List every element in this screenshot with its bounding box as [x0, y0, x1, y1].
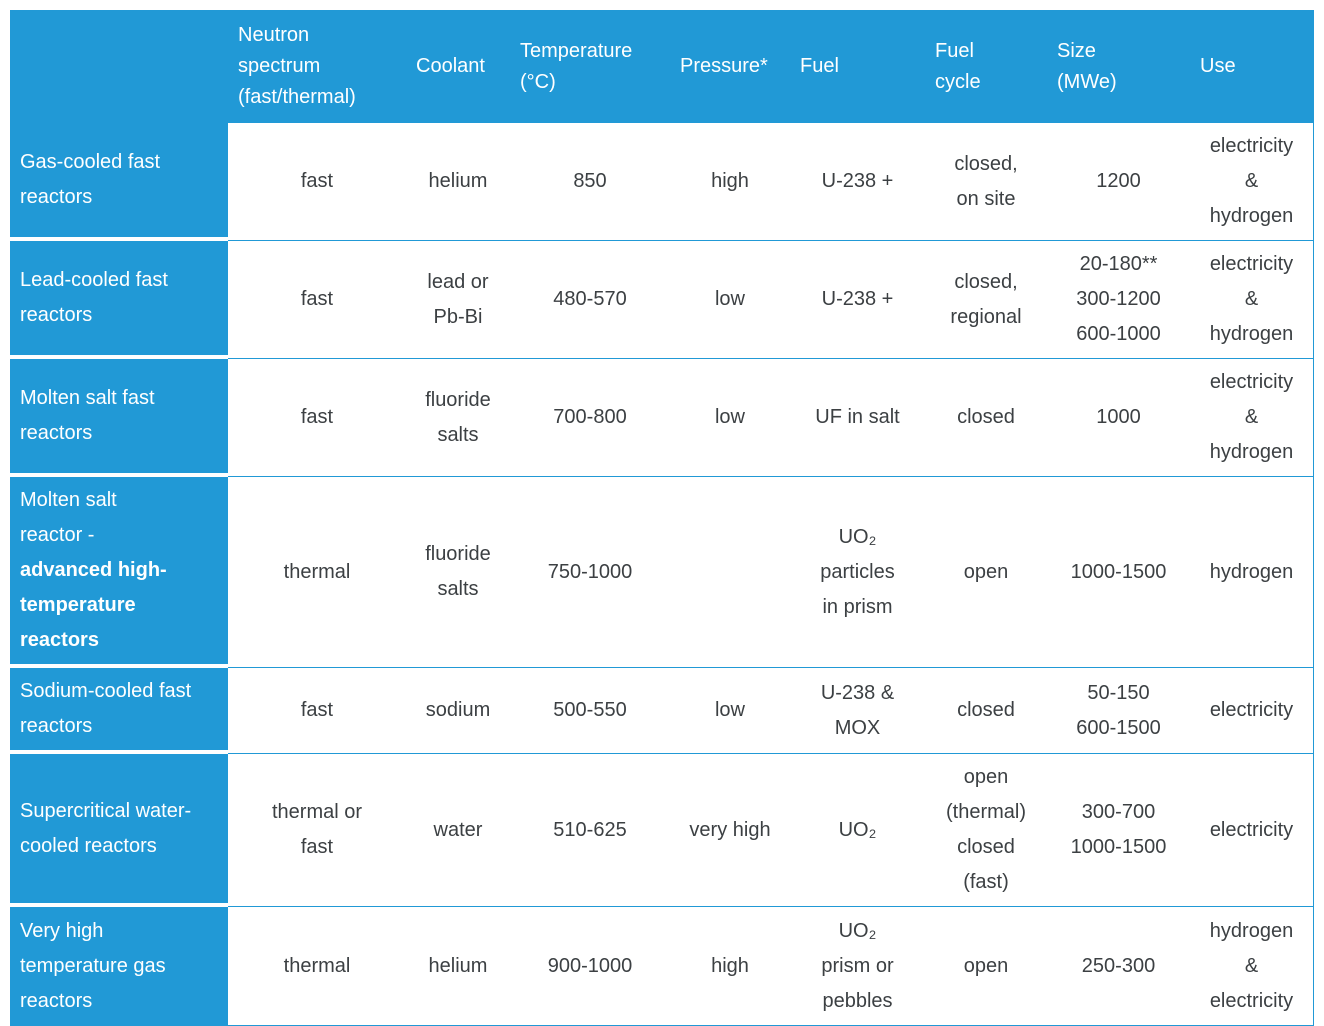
col-header-fuel-cycle: Fuel cycle	[925, 10, 1047, 123]
cell-fuel-cycle: open (thermal) closed (fast)	[925, 754, 1047, 907]
cell-pressure: low	[670, 359, 790, 477]
cell-coolant: helium	[406, 907, 510, 1026]
cell-fuel: U-238 & MOX	[790, 668, 925, 754]
cell-fuel: UO₂ prism or pebbles	[790, 907, 925, 1026]
cell-coolant: water	[406, 754, 510, 907]
cell-use: electricity & hydrogen	[1190, 241, 1314, 359]
cell-fuel: U-238 +	[790, 123, 925, 241]
cell-pressure: low	[670, 241, 790, 359]
col-header-temperature: Temperature (°C)	[510, 10, 670, 123]
row-header: Molten salt reactor - advanced high-temp…	[10, 477, 228, 668]
cell-size: 20-180** 300-1200 600-1000	[1047, 241, 1190, 359]
cell-pressure: high	[670, 907, 790, 1026]
cell-coolant: sodium	[406, 668, 510, 754]
cell-fuel-cycle: open	[925, 477, 1047, 668]
corner-cell	[10, 10, 228, 123]
col-header-coolant: Coolant	[406, 10, 510, 123]
row-header-label: Molten salt reactor -	[20, 489, 117, 546]
header-row: Neutron spectrum (fast/thermal) Coolant …	[10, 10, 1314, 123]
cell-use: hydrogen & electricity	[1190, 907, 1314, 1026]
cell-temperature: 700-800	[510, 359, 670, 477]
table-row: Sodium-cooled fast reactors fast sodium …	[10, 668, 1314, 754]
reactor-comparison-table: Neutron spectrum (fast/thermal) Coolant …	[10, 10, 1314, 1026]
cell-neutron-spectrum: thermal or fast	[228, 754, 406, 907]
row-header-label: Molten salt fast reactors	[20, 387, 155, 444]
row-header: Supercritical water-cooled reactors	[10, 754, 228, 907]
table-row: Gas-cooled fast reactors fast helium 850…	[10, 123, 1314, 241]
cell-neutron-spectrum: fast	[228, 359, 406, 477]
row-header-label-bold: advanced high-temperature reactors	[20, 559, 167, 651]
table-row: Supercritical water-cooled reactors ther…	[10, 754, 1314, 907]
table-row: Very high temperature gas reactors therm…	[10, 907, 1314, 1026]
cell-use: electricity	[1190, 754, 1314, 907]
cell-temperature: 480-570	[510, 241, 670, 359]
row-header-label: Gas-cooled fast reactors	[20, 151, 161, 208]
cell-size: 1000-1500	[1047, 477, 1190, 668]
cell-coolant: helium	[406, 123, 510, 241]
cell-temperature: 500-550	[510, 668, 670, 754]
cell-fuel-cycle: closed	[925, 359, 1047, 477]
table-header: Neutron spectrum (fast/thermal) Coolant …	[10, 10, 1314, 123]
cell-use: electricity & hydrogen	[1190, 123, 1314, 241]
cell-use: hydrogen	[1190, 477, 1314, 668]
cell-size: 50-150 600-1500	[1047, 668, 1190, 754]
cell-fuel: UO₂	[790, 754, 925, 907]
cell-size: 300-700 1000-1500	[1047, 754, 1190, 907]
row-header: Lead-cooled fast reactors	[10, 241, 228, 359]
cell-fuel-cycle: open	[925, 907, 1047, 1026]
row-header-label: Sodium-cooled fast reactors	[20, 680, 192, 737]
col-header-size: Size (MWe)	[1047, 10, 1190, 123]
row-header: Molten salt fast reactors	[10, 359, 228, 477]
cell-temperature: 900-1000	[510, 907, 670, 1026]
cell-pressure	[670, 477, 790, 668]
table-body: Gas-cooled fast reactors fast helium 850…	[10, 123, 1314, 1026]
row-header-label: Very high temperature gas reactors	[20, 920, 166, 1012]
cell-neutron-spectrum: fast	[228, 123, 406, 241]
cell-coolant: fluoride salts	[406, 477, 510, 668]
cell-neutron-spectrum: thermal	[228, 907, 406, 1026]
col-header-neutron-spectrum: Neutron spectrum (fast/thermal)	[228, 10, 406, 123]
cell-pressure: very high	[670, 754, 790, 907]
row-header-label: Lead-cooled fast reactors	[20, 269, 168, 326]
cell-pressure: high	[670, 123, 790, 241]
table-row: Molten salt fast reactors fast fluoride …	[10, 359, 1314, 477]
row-header: Sodium-cooled fast reactors	[10, 668, 228, 754]
col-header-fuel: Fuel	[790, 10, 925, 123]
cell-fuel: UO₂ particles in prism	[790, 477, 925, 668]
cell-coolant: fluoride salts	[406, 359, 510, 477]
cell-use: electricity & hydrogen	[1190, 359, 1314, 477]
cell-neutron-spectrum: fast	[228, 241, 406, 359]
cell-fuel: UF in salt	[790, 359, 925, 477]
cell-neutron-spectrum: thermal	[228, 477, 406, 668]
cell-neutron-spectrum: fast	[228, 668, 406, 754]
cell-fuel-cycle: closed, on site	[925, 123, 1047, 241]
row-header: Gas-cooled fast reactors	[10, 123, 228, 241]
row-header-label: Supercritical water-cooled reactors	[20, 799, 192, 857]
col-header-use: Use	[1190, 10, 1314, 123]
row-header: Very high temperature gas reactors	[10, 907, 228, 1026]
cell-coolant: lead or Pb-Bi	[406, 241, 510, 359]
cell-size: 1000	[1047, 359, 1190, 477]
table-row: Molten salt reactor - advanced high-temp…	[10, 477, 1314, 668]
cell-size: 1200	[1047, 123, 1190, 241]
cell-fuel: U-238 +	[790, 241, 925, 359]
cell-fuel-cycle: closed	[925, 668, 1047, 754]
cell-temperature: 750-1000	[510, 477, 670, 668]
cell-fuel-cycle: closed, regional	[925, 241, 1047, 359]
cell-pressure: low	[670, 668, 790, 754]
cell-size: 250-300	[1047, 907, 1190, 1026]
cell-temperature: 850	[510, 123, 670, 241]
cell-temperature: 510-625	[510, 754, 670, 907]
col-header-pressure: Pressure*	[670, 10, 790, 123]
table-row: Lead-cooled fast reactors fast lead or P…	[10, 241, 1314, 359]
cell-use: electricity	[1190, 668, 1314, 754]
